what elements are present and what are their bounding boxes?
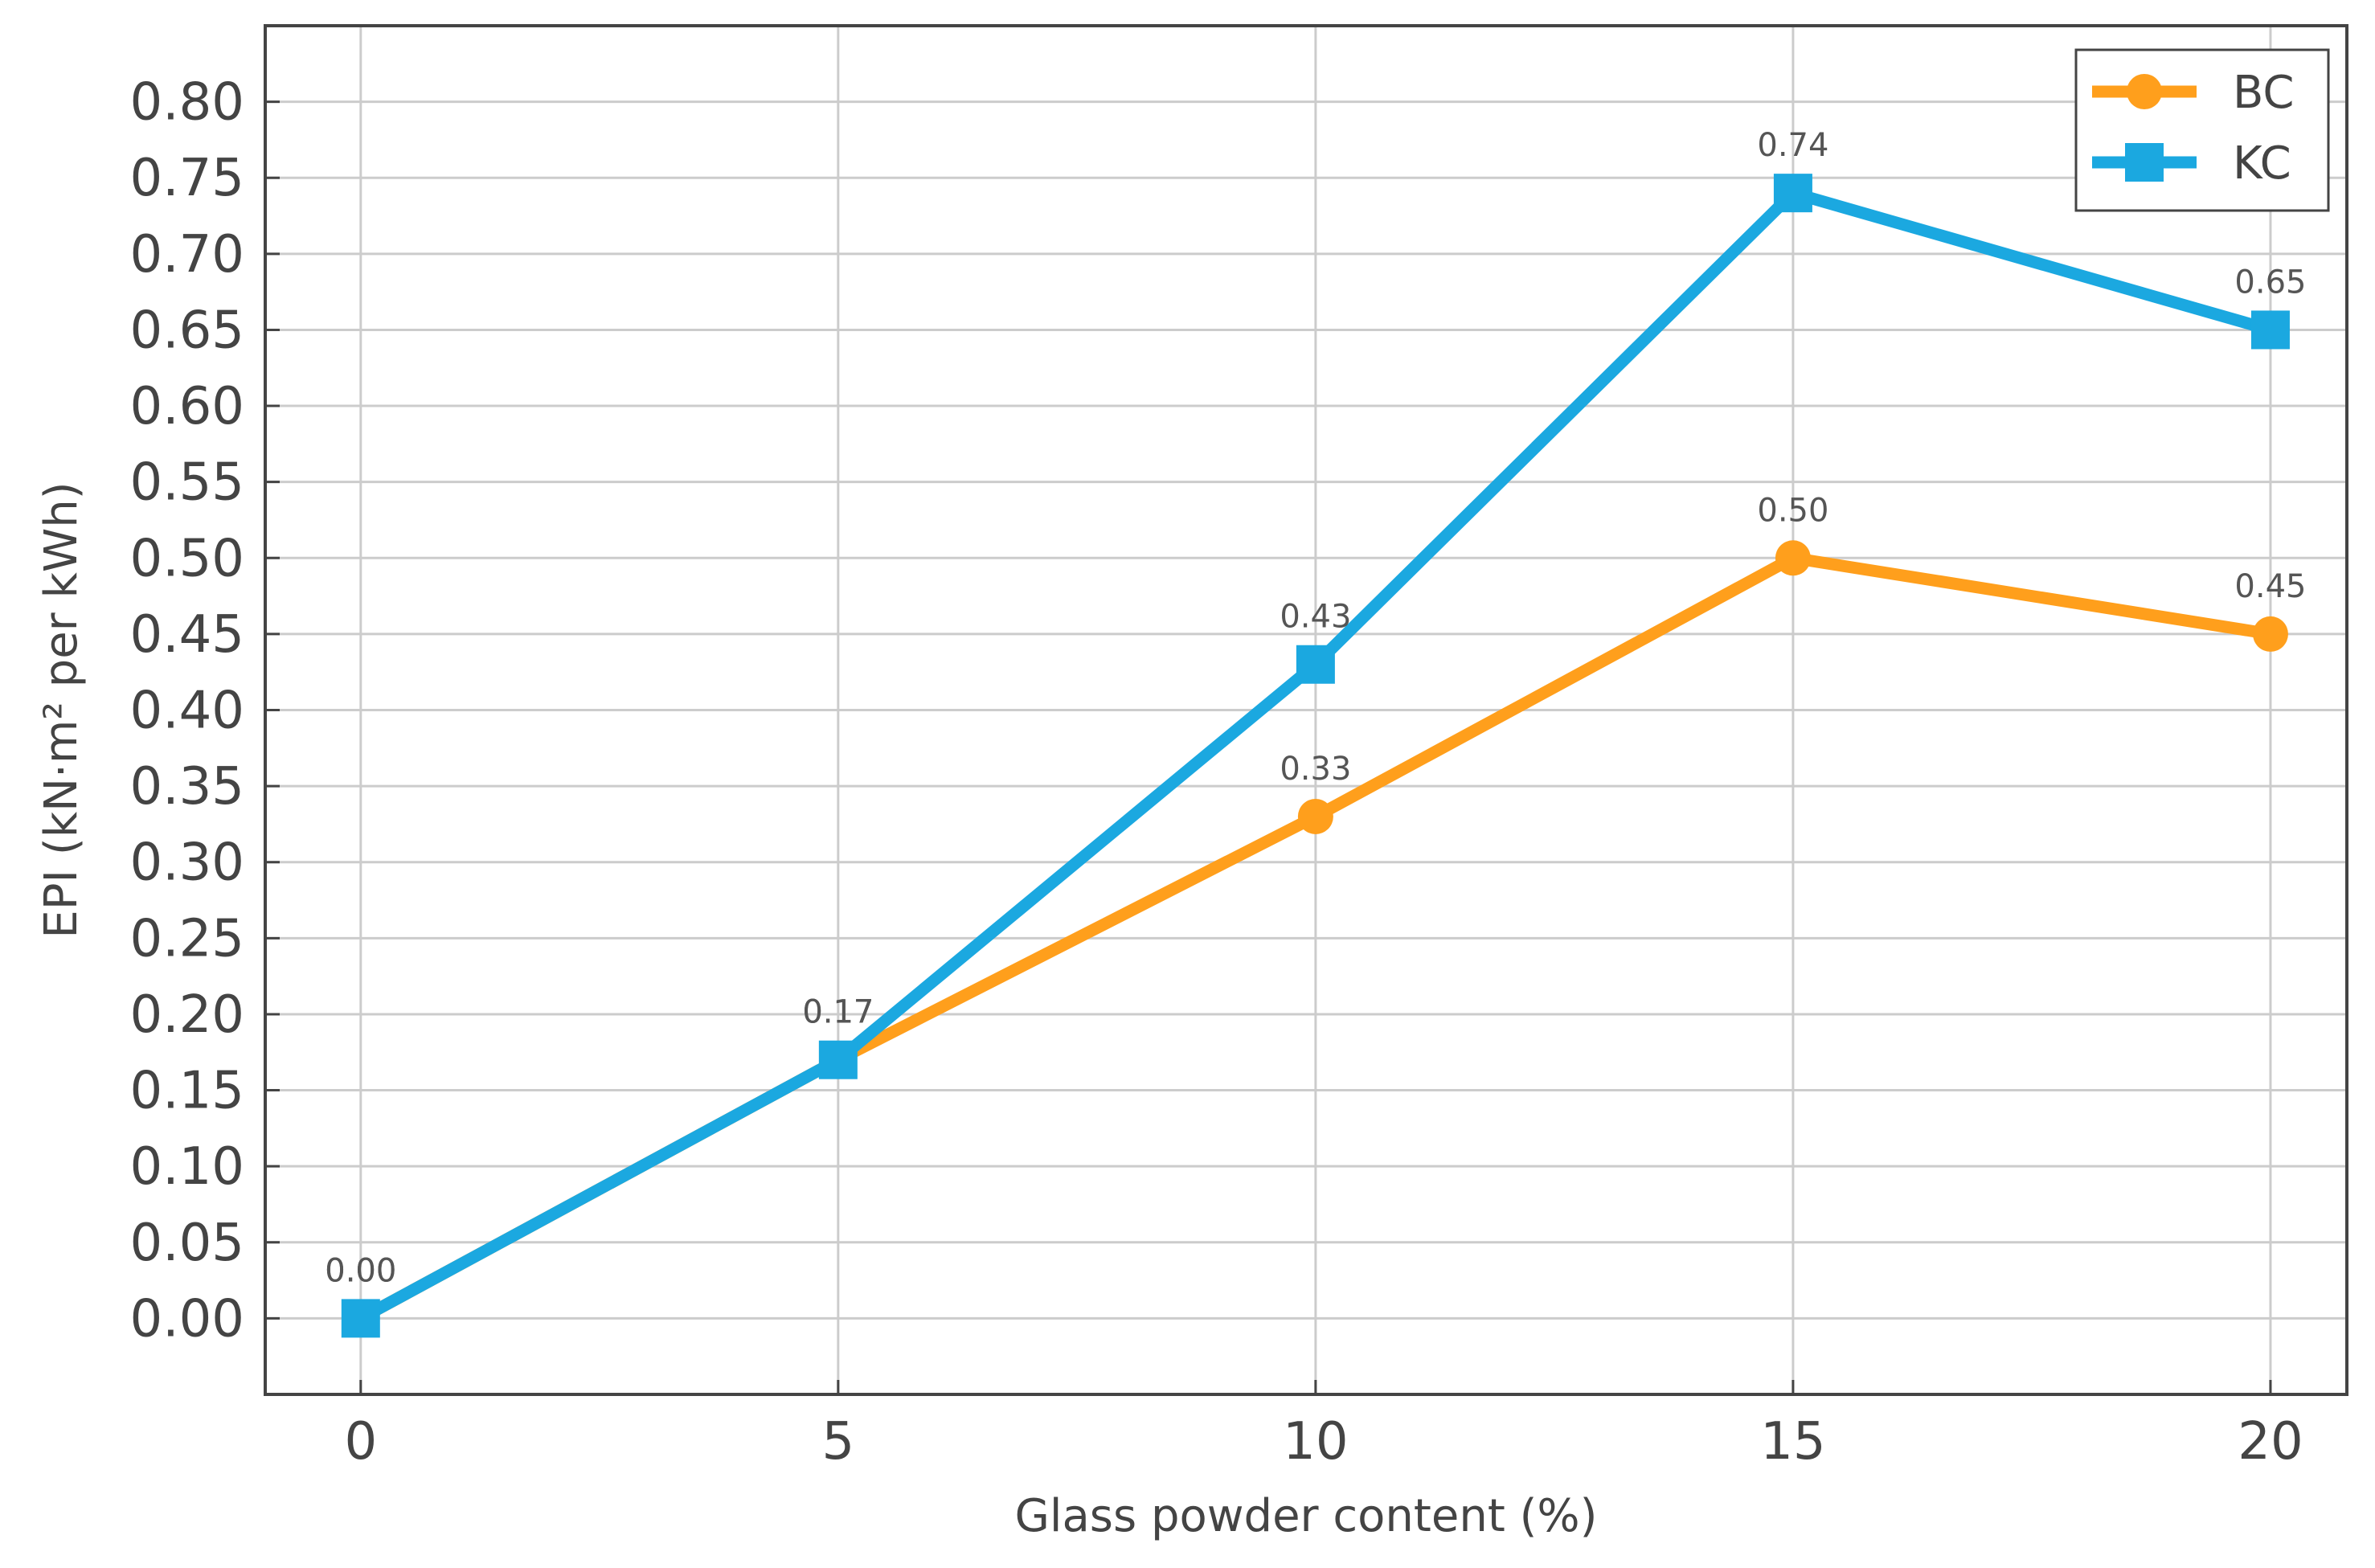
y-tick-label: 0.00 [130, 1289, 245, 1349]
y-tick-label: 0.15 [130, 1062, 245, 1121]
marker-bc [1775, 540, 1811, 576]
marker-bc [1297, 798, 1333, 834]
y-axis-label: EPI (kN·m² per kWh) [35, 481, 88, 938]
data-label-kc: 0.65 [2234, 264, 2306, 301]
data-label-bc: 0.45 [2234, 568, 2306, 605]
x-tick-label: 10 [1283, 1412, 1348, 1472]
y-tick-label: 0.30 [130, 833, 245, 893]
legend-label-kc: KC [2233, 137, 2291, 190]
x-tick-label: 15 [1760, 1412, 1825, 1472]
marker-kc [2250, 310, 2290, 350]
y-tick-label: 0.75 [130, 149, 245, 208]
data-markers [341, 174, 2290, 1338]
data-label-kc: 0.00 [325, 1252, 396, 1289]
y-tick-label: 0.05 [130, 1214, 245, 1273]
data-label-bc: 0.50 [1757, 492, 1828, 529]
y-tick-label: 0.40 [130, 682, 245, 741]
grid-lines [265, 26, 2347, 1394]
y-tick-label: 0.70 [130, 225, 245, 285]
y-tick-label: 0.50 [130, 529, 245, 588]
y-tick-label: 0.35 [130, 757, 245, 817]
marker-kc [1773, 174, 1812, 213]
marker-kc [818, 1040, 858, 1079]
data-label-kc: 0.74 [1757, 127, 1828, 164]
y-tick-label: 0.10 [130, 1137, 245, 1197]
x-tick-label: 0 [344, 1412, 377, 1472]
legend: BC KC [2074, 48, 2330, 212]
data-label-bc: 0.33 [1280, 751, 1351, 788]
marker-bc [2252, 616, 2288, 652]
legend-box [2074, 48, 2330, 212]
y-tick-label: 0.60 [130, 377, 245, 436]
data-labels: 0.000.170.330.500.450.000.170.430.740.65 [325, 127, 2306, 1289]
y-tick-label: 0.80 [130, 73, 245, 133]
data-label-kc: 0.17 [802, 994, 874, 1031]
y-tick-label: 0.65 [130, 301, 245, 360]
legend-marker-bc [2127, 74, 2162, 109]
data-label-bc: 0.00 [325, 1252, 396, 1289]
marker-kc [341, 1299, 380, 1338]
data-label-kc: 0.43 [1280, 599, 1351, 636]
x-tick-label: 5 [821, 1412, 854, 1472]
y-tick-label: 0.55 [130, 453, 245, 513]
axis-ticks: 0 5 10 15 20 0.00 0.05 0.10 0.15 0.20 0.25 0.30 0.35… [130, 73, 2303, 1472]
y-tick-label: 0.45 [130, 605, 245, 665]
x-tick-label: 20 [2238, 1412, 2303, 1472]
x-axis-label: Glass powder content (%) [1015, 1490, 1598, 1542]
legend-label-bc: BC [2233, 67, 2295, 119]
marker-kc [1296, 645, 1335, 684]
legend-marker-kc [2125, 143, 2164, 182]
y-tick-label: 0.25 [130, 909, 245, 968]
y-tick-label: 0.20 [130, 985, 245, 1045]
data-label-bc: 0.17 [802, 994, 874, 1031]
